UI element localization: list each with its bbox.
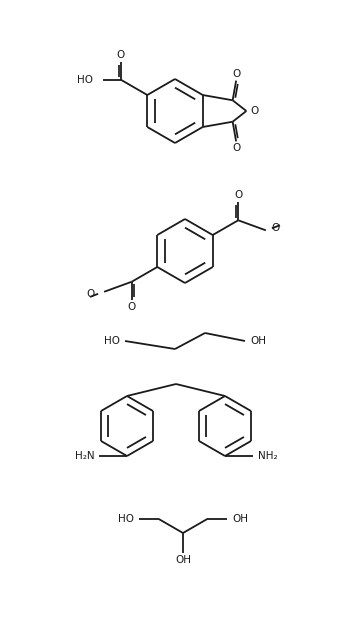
Text: O: O — [250, 106, 258, 116]
Text: OH: OH — [250, 336, 266, 346]
Text: O: O — [128, 302, 136, 312]
Text: HO: HO — [104, 336, 120, 346]
Text: O: O — [272, 223, 280, 233]
Text: O: O — [86, 289, 94, 299]
Text: NH₂: NH₂ — [258, 451, 277, 461]
Text: OH: OH — [232, 514, 248, 524]
Text: O: O — [234, 190, 242, 200]
Text: O: O — [117, 50, 125, 60]
Text: HO: HO — [77, 75, 93, 85]
Text: O: O — [232, 69, 240, 79]
Text: OH: OH — [175, 555, 191, 565]
Text: O: O — [232, 144, 240, 153]
Text: HO: HO — [118, 514, 134, 524]
Text: H₂N: H₂N — [75, 451, 94, 461]
